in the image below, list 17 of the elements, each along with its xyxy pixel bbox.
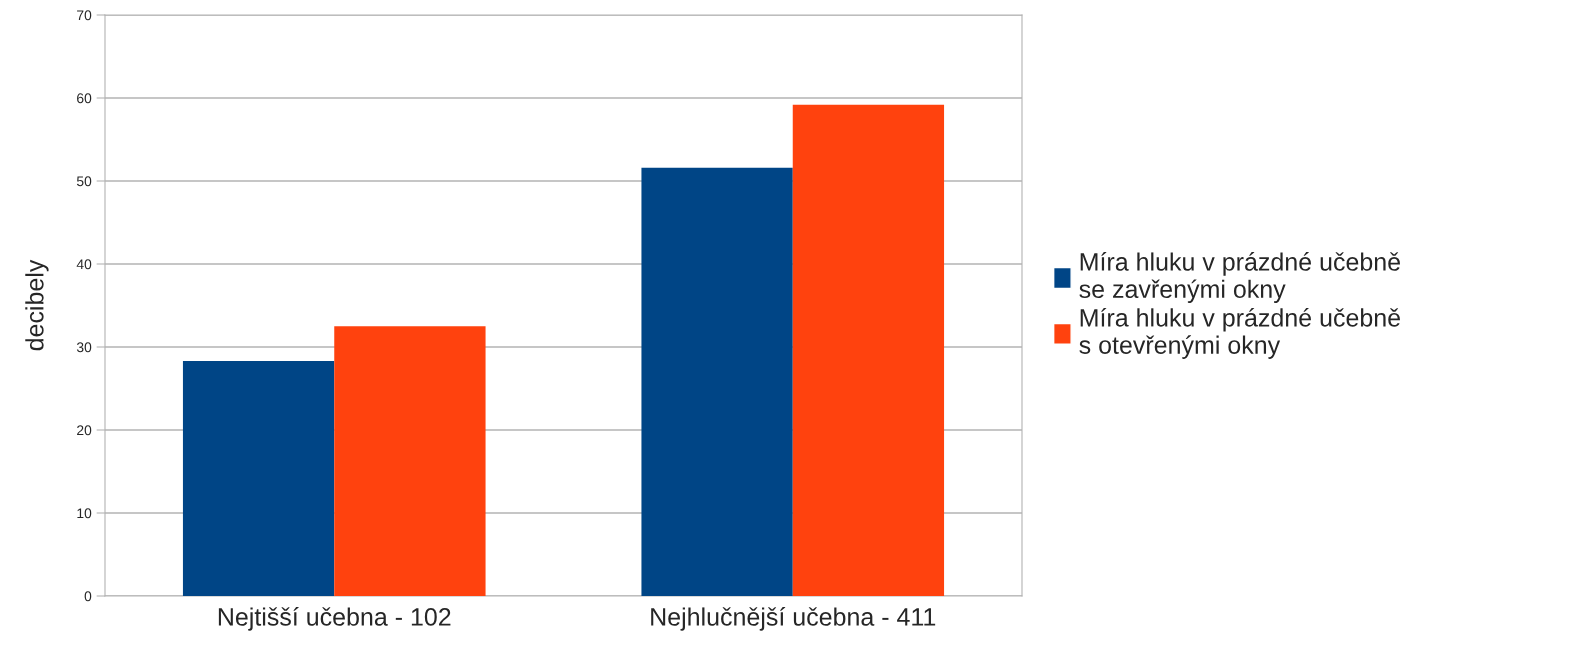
y-tick-label: 30 bbox=[76, 342, 92, 353]
bar bbox=[792, 104, 945, 596]
legend-label: Míra hluku v prázdné učebně se zavřenými okny bbox=[1079, 252, 1400, 303]
y-tick-label: 20 bbox=[77, 425, 92, 436]
x-tick-label: Nejtišší učebna - 102 bbox=[218, 607, 451, 631]
y-tick-label: 40 bbox=[76, 259, 92, 270]
bar bbox=[641, 167, 793, 596]
y-axis-title: decibely bbox=[25, 259, 49, 351]
x-tick-label: Nejhlučnější učebna - 411 bbox=[651, 607, 936, 631]
bar bbox=[334, 326, 486, 596]
y-tick-label: 60 bbox=[77, 93, 92, 104]
y-tick-label: 70 bbox=[77, 10, 92, 21]
y-tick-label: 0 bbox=[84, 591, 92, 602]
y-tick-label: 10 bbox=[77, 508, 92, 519]
bar bbox=[182, 361, 335, 596]
legend-label: Míra hluku v prázdné učebně s otevřenými okny bbox=[1079, 308, 1400, 359]
y-tick-label: 50 bbox=[76, 176, 92, 187]
